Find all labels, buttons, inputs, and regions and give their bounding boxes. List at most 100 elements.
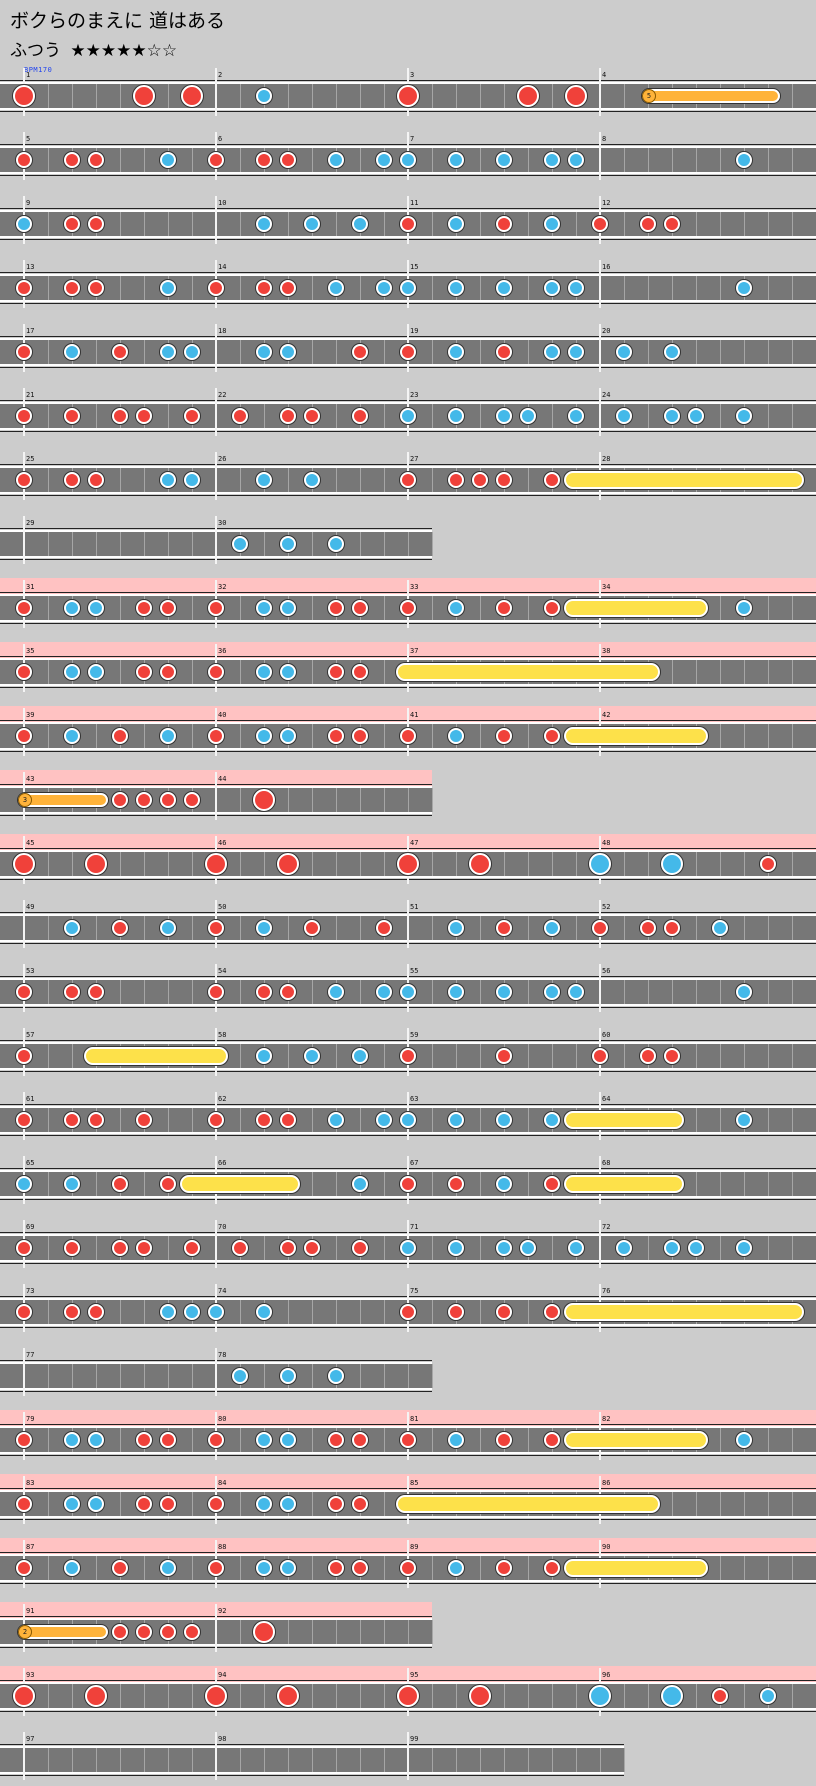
bar-line xyxy=(215,1604,217,1652)
bar-number: 11 xyxy=(410,199,419,207)
ka-note xyxy=(256,920,272,936)
lane-row: 77 78 xyxy=(0,1348,433,1402)
bar-number: 89 xyxy=(410,1543,419,1551)
beat-line xyxy=(240,468,241,492)
lane-row: 25 26 27 28 xyxy=(0,452,816,506)
bar-number: 36 xyxy=(218,647,227,655)
beat-line xyxy=(432,404,433,428)
don-note xyxy=(136,1240,152,1256)
ka-note xyxy=(736,408,752,424)
ka-note xyxy=(448,280,464,296)
beat-line xyxy=(240,1492,241,1516)
beat-line xyxy=(288,1300,289,1324)
beat-line xyxy=(720,1108,721,1132)
don-note xyxy=(160,1496,176,1512)
don-note xyxy=(136,1496,152,1512)
beat-line xyxy=(48,916,49,940)
bar-number: 74 xyxy=(218,1287,227,1295)
don-note xyxy=(112,1240,128,1256)
beat-line xyxy=(408,532,409,556)
big-don-note xyxy=(397,1685,419,1707)
beat-line xyxy=(648,148,649,172)
ka-note xyxy=(568,344,584,360)
don-note xyxy=(160,600,176,616)
beat-line xyxy=(720,404,721,428)
beat-line xyxy=(696,276,697,300)
ka-note xyxy=(64,344,80,360)
ka-note xyxy=(448,1112,464,1128)
don-note xyxy=(544,1560,560,1576)
beat-line xyxy=(624,980,625,1004)
beat-line xyxy=(552,84,553,108)
beat-line xyxy=(480,276,481,300)
don-note xyxy=(208,1112,224,1128)
bar-number: 45 xyxy=(26,839,35,847)
beat-line xyxy=(624,1044,625,1068)
beat-line xyxy=(312,980,313,1004)
beat-line xyxy=(528,212,529,236)
beat-line xyxy=(528,1044,529,1068)
ka-note xyxy=(280,600,296,616)
ka-note xyxy=(736,1240,752,1256)
beat-line xyxy=(360,1108,361,1132)
bar-number: 48 xyxy=(602,839,611,847)
don-note xyxy=(16,472,32,488)
don-note xyxy=(640,1048,656,1064)
bar-number: 40 xyxy=(218,711,227,719)
beat-line xyxy=(192,1364,193,1388)
don-note xyxy=(448,472,464,488)
beat-line xyxy=(120,1492,121,1516)
beat-line xyxy=(168,84,169,108)
bar-number: 31 xyxy=(26,583,35,591)
lane-row: 79 80 81 82 xyxy=(0,1410,816,1466)
ka-note xyxy=(64,920,80,936)
beat-line xyxy=(432,916,433,940)
beat-line xyxy=(144,1300,145,1324)
bar-line xyxy=(599,132,601,180)
ka-note xyxy=(496,984,512,1000)
beat-line xyxy=(288,1748,289,1772)
don-note xyxy=(352,600,368,616)
beat-line xyxy=(240,276,241,300)
don-note xyxy=(712,1688,728,1704)
ka-note xyxy=(256,1560,272,1576)
beat-line xyxy=(168,404,169,428)
don-note xyxy=(400,600,416,616)
beat-line xyxy=(120,980,121,1004)
ka-note xyxy=(664,344,680,360)
beat-line xyxy=(792,212,793,236)
beat-line xyxy=(480,1108,481,1132)
big-ka-note xyxy=(589,1685,611,1707)
beat-line xyxy=(264,1364,265,1388)
beat-line xyxy=(240,1620,241,1644)
don-note xyxy=(352,1560,368,1576)
don-note xyxy=(352,1496,368,1512)
big-don-note xyxy=(205,853,227,875)
beat-line xyxy=(312,1108,313,1132)
beat-line xyxy=(744,1556,745,1580)
beat-line xyxy=(48,1172,49,1196)
difficulty-stars: ★★★★★☆☆ xyxy=(70,41,178,61)
don-note xyxy=(136,664,152,680)
bar-number: 77 xyxy=(26,1351,35,1359)
bar-number: 57 xyxy=(26,1031,35,1039)
beat-line xyxy=(696,1172,697,1196)
beat-line xyxy=(240,1556,241,1580)
beat-line xyxy=(552,1684,553,1708)
beat-line xyxy=(648,852,649,876)
bar-number: 68 xyxy=(602,1159,611,1167)
big-ka-note xyxy=(661,1685,683,1707)
bar-number: 28 xyxy=(602,455,611,463)
ka-note xyxy=(256,1304,272,1320)
beat-line xyxy=(528,724,529,748)
bar-number: 69 xyxy=(26,1223,35,1231)
balloon-note xyxy=(642,89,780,103)
bar-number: 42 xyxy=(602,711,611,719)
ka-note xyxy=(352,1048,368,1064)
beat-line xyxy=(312,1364,313,1388)
bar-number: 91 xyxy=(26,1607,35,1615)
don-note xyxy=(136,1624,152,1640)
beat-line xyxy=(192,1492,193,1516)
bar-number: 67 xyxy=(410,1159,419,1167)
balloon-count: 5 xyxy=(642,89,656,103)
